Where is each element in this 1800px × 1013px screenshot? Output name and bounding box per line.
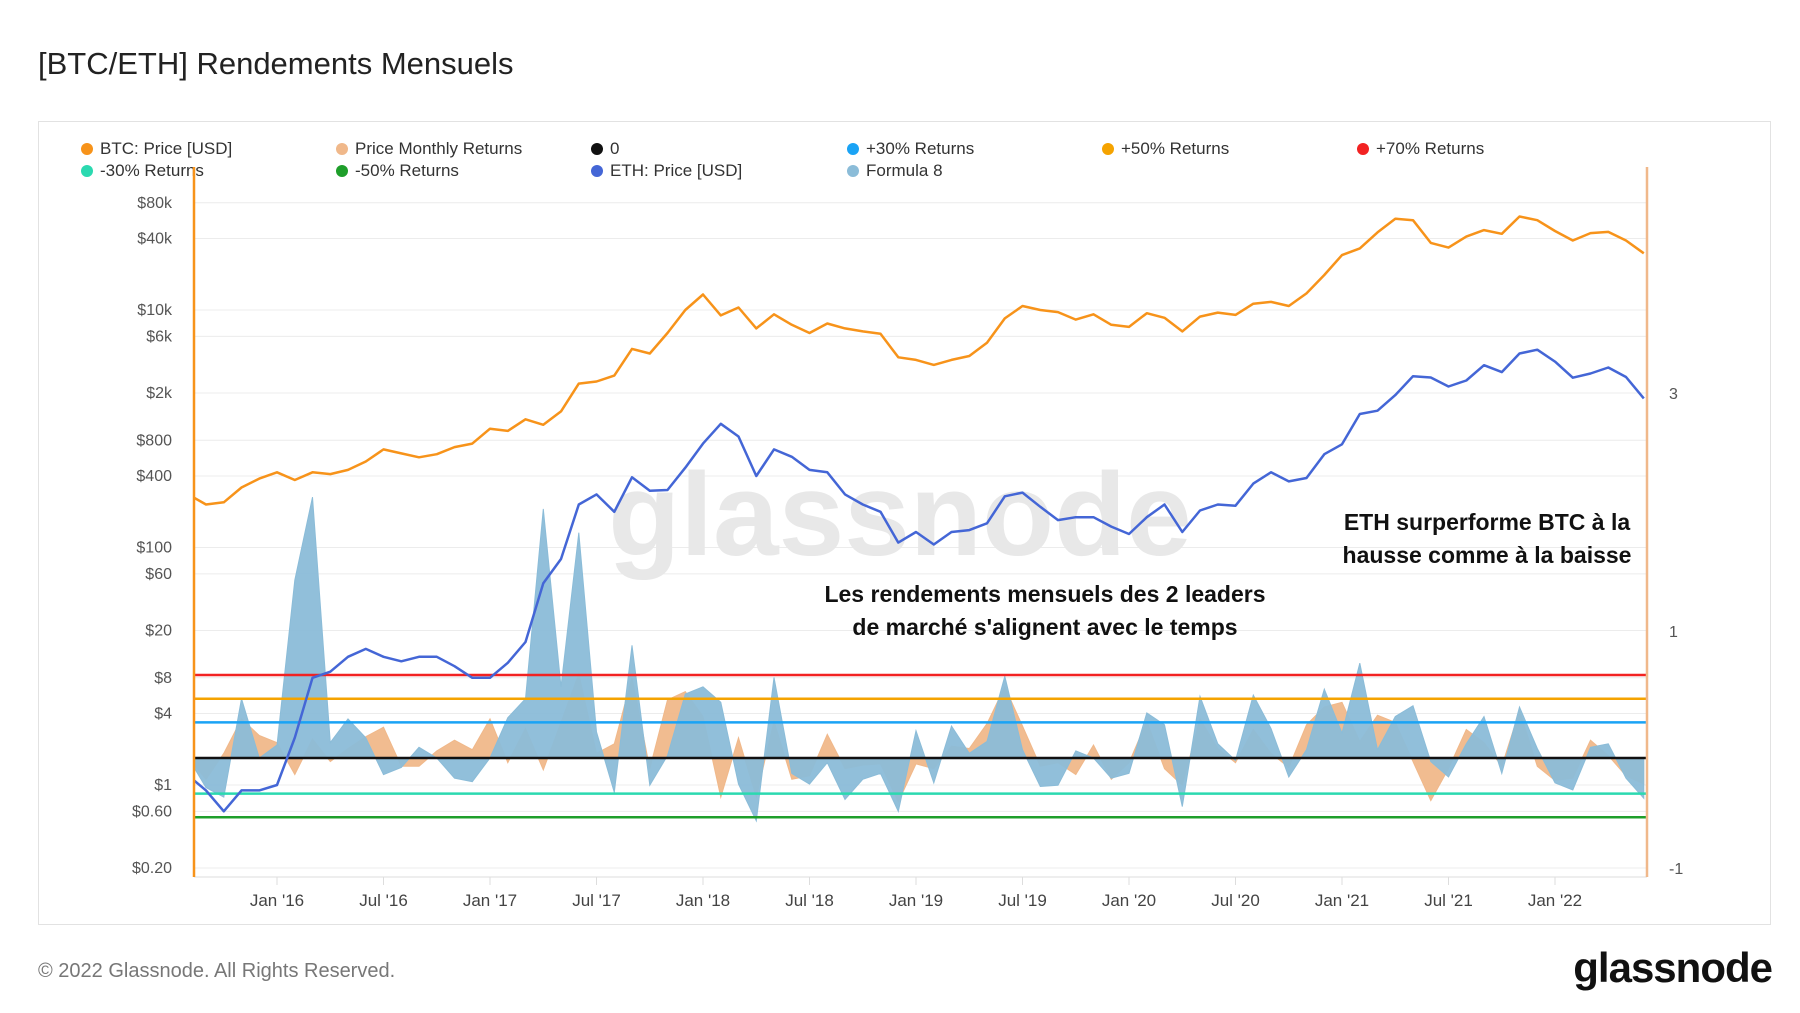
left-tick-label: $1 [154,777,172,794]
legend-dot-icon [81,143,93,155]
legend-dot-icon [847,143,859,155]
legend-item[interactable]: ETH: Price [USD] [591,161,742,181]
right-tick-label: -1 [1669,861,1683,878]
left-tick-label: $8 [154,670,172,687]
legend-dot-icon [591,143,603,155]
legend-item[interactable]: -50% Returns [336,161,459,181]
legend-label: BTC: Price [USD] [100,139,233,158]
legend-label: Price Monthly Returns [355,139,523,158]
left-tick-label: $800 [136,432,172,449]
chart-panel [38,121,1771,925]
right-tick-label: 1 [1669,624,1678,641]
x-tick-label: Jan '18 [676,891,730,910]
reference-lines [194,673,1647,819]
left-tick-label: $60 [145,566,172,583]
legend-dot-icon [336,165,348,177]
legend-item[interactable]: Price Monthly Returns [336,139,522,159]
chart-title: [BTC/ETH] Rendements Mensuels [38,46,514,81]
legend-label: Formula 8 [866,161,943,180]
left-tick-label: $40k [137,231,173,248]
left-tick-label: $100 [136,539,172,556]
glassnode-logo[interactable]: glassnode [1573,944,1773,991]
x-tick-label: Jul '17 [572,891,621,910]
annotation-text: de marché s'alignent avec le temps [852,614,1237,640]
left-tick-label: $6k [146,328,173,345]
legend-dot-icon [1102,143,1114,155]
x-tick-label: Jul '16 [359,891,408,910]
x-tick-label: Jan '17 [463,891,517,910]
gridlines [194,202,1647,869]
legend-label: -30% Returns [100,161,204,180]
x-tick-label: Jan '16 [250,891,304,910]
legend-item[interactable]: +50% Returns [1102,139,1229,159]
x-tick-label: Jul '18 [785,891,834,910]
legend-label: 0 [610,139,620,158]
line-btc-price-usd- [194,215,1645,506]
left-tick-label: $4 [154,706,172,723]
left-tick-label: $0.60 [132,803,172,820]
legend-item[interactable]: BTC: Price [USD] [81,139,232,159]
x-tick-label: Jan '19 [889,891,943,910]
left-tick-label: $400 [136,468,172,485]
annotations: ETH surperforme BTC à la hausse comme à l… [824,509,1631,640]
legend-item[interactable]: 0 [591,139,619,159]
axes: $80k $40k $10k $6k $2k $800 $400 $100 $60 $20 $8 $4… [132,167,1683,910]
left-tick-label: $2k [146,385,173,402]
annotation-text: ETH surperforme BTC à la [1344,509,1630,535]
legend-label: +70% Returns [1376,139,1485,158]
x-tick-label: Jan '22 [1528,891,1582,910]
price-lines [194,215,1645,813]
legend-item[interactable]: Formula 8 [847,161,943,181]
legend-label: +50% Returns [1121,139,1230,158]
left-tick-label: $20 [145,623,172,640]
legend-item[interactable]: +70% Returns [1357,139,1484,159]
line-eth-price-usd- [194,348,1645,813]
x-tick-label: Jan '20 [1102,891,1156,910]
x-tick-label: Jul '21 [1424,891,1473,910]
annotation-text: Les rendements mensuels des 2 leaders [824,581,1265,607]
watermark: glassnode [608,449,1192,581]
legend-dot-icon [847,165,859,177]
legend-label: +30% Returns [866,139,975,158]
legend-label: ETH: Price [USD] [610,161,743,180]
legend-dot-icon [81,165,93,177]
left-tick-label: $0.20 [132,860,172,877]
legend-label: -50% Returns [355,161,459,180]
right-tick-label: 3 [1669,386,1678,403]
x-tick-label: Jul '19 [998,891,1047,910]
legend-dot-icon [591,165,603,177]
left-tick-label: $10k [137,302,173,319]
x-tick-label: Jan '21 [1315,891,1369,910]
left-tick-label: $80k [137,195,173,212]
legend-dot-icon [1357,143,1369,155]
legend-item[interactable]: -30% Returns [81,161,204,181]
legend-dot-icon [336,143,348,155]
copyright: © 2022 Glassnode. All Rights Reserved. [38,960,396,982]
x-tick-label: Jul '20 [1211,891,1260,910]
legend-item[interactable]: +30% Returns [847,139,974,159]
annotation-text: hausse comme à la baisse [1343,542,1632,568]
